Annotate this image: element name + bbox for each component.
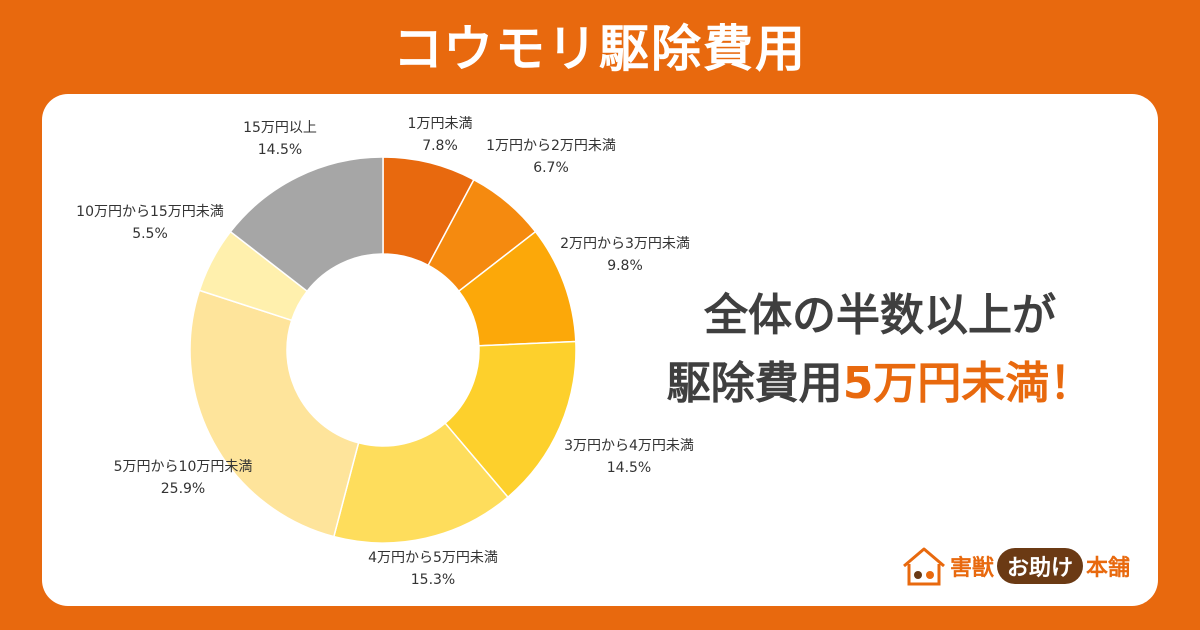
brand-pill: お助け	[997, 548, 1084, 584]
chart-card: 1万円未満 7.8% 1万円から2万円未満 6.7% 2万円から3万円未満 9.8% 3万円…	[42, 94, 1158, 606]
donut-slice	[332, 422, 509, 544]
slice-value-label: 15.3%	[411, 572, 455, 588]
slice-value-label: 7.8%	[422, 138, 458, 154]
donut-chart: 1万円未満 7.8% 1万円から2万円未満 6.7% 2万円から3万円未満 9.8% 3万円…	[76, 116, 694, 588]
slice-category-label: 5万円から10万円未満	[114, 459, 253, 475]
slice-category-label: 10万円から15万円未満	[76, 204, 224, 220]
brand-text-2: 本舗	[1086, 556, 1131, 581]
donut-slice	[444, 340, 577, 499]
slice-category-label: 1万円から2万円未満	[486, 138, 616, 154]
donut-slice	[189, 289, 360, 538]
slice-value-label: 14.5%	[607, 460, 651, 476]
headline-line-2-prefix: 駆除費用	[666, 358, 843, 409]
brand-text-1: 害獣	[950, 556, 995, 581]
slice-category-label: 15万円以上	[243, 120, 317, 136]
slice-value-label: 25.9%	[161, 481, 205, 497]
slice-value-label: 5.5%	[132, 226, 168, 242]
slice-category-label: 3万円から4万円未満	[564, 438, 694, 454]
headline-line-2-accent: 5万円未満！	[842, 358, 1094, 409]
slice-category-label: 1万円未満	[408, 116, 473, 132]
headline-line-2: 駆除費用5万円未満！	[620, 356, 1140, 412]
slice-value-label: 6.7%	[533, 160, 569, 176]
brand-logo: 害獣 お助け 本舗	[900, 544, 1130, 588]
donut-slice	[229, 156, 384, 293]
page-title: コウモリ駆除費用	[393, 20, 807, 78]
slice-value-label: 14.5%	[258, 142, 302, 158]
slice-value-label: 9.8%	[607, 258, 643, 274]
slice-category-label: 4万円から5万円未満	[368, 550, 498, 566]
house-icon	[903, 547, 945, 586]
headline-line-1: 全体の半数以上が	[704, 290, 1056, 341]
slice-category-label: 2万円から3万円未満	[560, 236, 690, 252]
